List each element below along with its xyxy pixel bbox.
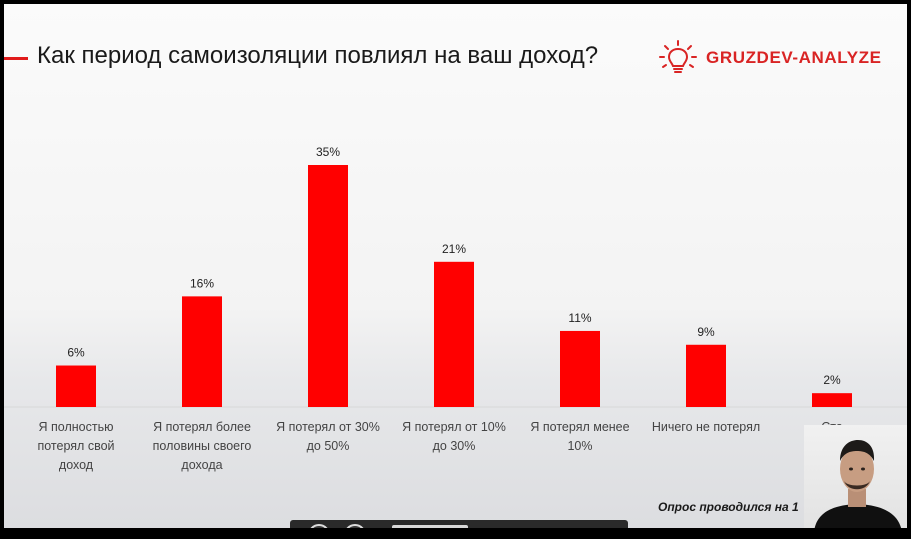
- lightbulb-icon: [659, 40, 697, 73]
- category-label-0-1: потерял свой: [37, 439, 114, 453]
- category-label-1-0: Я потерял более: [153, 420, 251, 434]
- category-label-2-1: до 50%: [307, 439, 350, 453]
- person-video-image: [814, 440, 901, 528]
- category-label-4-1: 10%: [567, 439, 592, 453]
- category-label-1-2: дохода: [181, 458, 222, 472]
- data-label-0: 6%: [67, 346, 85, 360]
- bar-6: [812, 393, 852, 407]
- bar-chart: 6% Я полностью потерял свой доход 16% Я потер…: [4, 145, 907, 472]
- presentation-toolbar: [290, 520, 628, 528]
- bar-5: [686, 344, 726, 407]
- bar-3: [434, 261, 474, 407]
- category-label-2-0: Я потерял от 30%: [276, 420, 380, 434]
- data-label-3: 21%: [442, 242, 466, 256]
- brand-logo: GRUZDEV-ANALYZE: [658, 40, 882, 76]
- bar-0: [56, 365, 96, 407]
- toolbar-field[interactable]: [392, 525, 468, 528]
- bar-4: [560, 330, 600, 407]
- category-label-3-1: до 30%: [433, 439, 476, 453]
- bar-1: [182, 296, 222, 407]
- bar-2: [308, 165, 348, 407]
- data-label-1: 16%: [190, 276, 214, 290]
- category-label-3-0: Я потерял от 10%: [402, 420, 506, 434]
- category-label-0-0: Я полностью: [39, 420, 114, 434]
- data-label-4: 11%: [568, 311, 591, 325]
- footnote: Опрос проводился на 1: [658, 500, 799, 514]
- data-label-5: 9%: [697, 325, 715, 339]
- title-accent-bar: [4, 57, 28, 60]
- webcam-overlay: [804, 425, 907, 528]
- record-button[interactable]: [308, 524, 330, 528]
- category-label-1-1: половины своего: [153, 439, 252, 453]
- category-label-0-2: доход: [59, 458, 94, 472]
- data-label-6: 2%: [823, 373, 841, 387]
- control-button[interactable]: [344, 524, 366, 528]
- slide: Как период самоизоляции повлиял на ваш д…: [4, 4, 907, 528]
- chart-title: Как период самоизоляции повлиял на ваш д…: [37, 42, 599, 69]
- category-label-5-0: Ничего не потерял: [652, 420, 760, 434]
- category-label-4-0: Я потерял менее: [530, 420, 629, 434]
- data-label-2: 35%: [316, 145, 340, 159]
- brand-name: GRUZDEV-ANALYZE: [706, 48, 882, 67]
